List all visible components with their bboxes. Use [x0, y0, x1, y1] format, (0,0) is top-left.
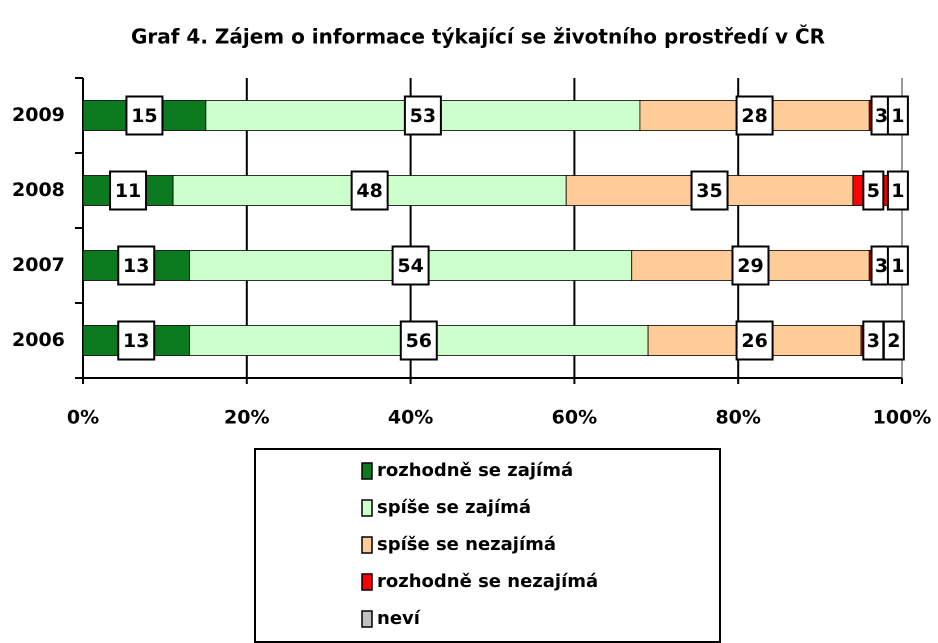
x-tick-label: 100%	[873, 407, 932, 429]
legend-box	[254, 448, 721, 643]
y-tick-label: 2007	[12, 254, 65, 276]
data-label-box	[735, 320, 774, 361]
data-label: 53	[410, 105, 436, 127]
y-tick-label: 2008	[12, 179, 65, 201]
legend-swatch	[361, 462, 373, 480]
data-label-box	[882, 320, 905, 361]
data-label: 28	[741, 105, 767, 127]
y-tick-label: 2009	[12, 104, 65, 126]
data-label: 1	[891, 255, 904, 277]
data-label-box	[109, 170, 148, 211]
data-label-box	[117, 245, 156, 286]
data-label: 13	[123, 330, 149, 352]
legend-label: rozhodně se zajímá	[377, 460, 573, 481]
data-label-box	[399, 320, 438, 361]
data-label: 13	[123, 255, 149, 277]
legend-swatch	[361, 573, 373, 591]
legend-swatch	[361, 610, 373, 628]
data-label-box	[886, 95, 909, 136]
x-tick-label: 80%	[715, 407, 760, 429]
data-label-box	[403, 95, 442, 136]
legend-swatch	[361, 499, 373, 517]
data-label-box	[350, 170, 389, 211]
data-label: 5	[867, 180, 880, 202]
data-label: 56	[406, 330, 432, 352]
data-label-box	[391, 245, 430, 286]
data-label: 3	[875, 105, 888, 127]
legend-swatch	[361, 536, 373, 554]
x-tick-label: 40%	[388, 407, 433, 429]
data-label-box	[886, 170, 909, 211]
data-label: 29	[737, 255, 763, 277]
data-label: 2	[887, 330, 900, 352]
data-label-box	[731, 245, 770, 286]
data-label: 1	[891, 105, 904, 127]
data-label: 15	[131, 105, 157, 127]
legend-label: spíše se zajímá	[377, 497, 531, 518]
x-tick-label: 20%	[224, 407, 269, 429]
data-label: 35	[696, 180, 722, 202]
chart-title: Graf 4. Zájem o informace týkající se ži…	[131, 25, 825, 49]
legend-label: spíše se nezajímá	[377, 534, 556, 555]
data-label: 1	[891, 180, 904, 202]
data-label: 3	[875, 255, 888, 277]
y-tick-label: 2006	[12, 329, 65, 351]
data-label-box	[117, 320, 156, 361]
legend-label: rozhodně se nezajímá	[377, 571, 598, 592]
data-label-box	[735, 95, 774, 136]
data-label: 11	[115, 180, 141, 202]
data-label-box	[886, 245, 909, 286]
x-tick-label: 0%	[67, 407, 99, 429]
data-label-box	[862, 170, 885, 211]
legend-label: neví	[377, 608, 421, 629]
data-label: 26	[741, 330, 767, 352]
data-label-box	[690, 170, 729, 211]
x-tick-label: 60%	[552, 407, 597, 429]
data-label: 48	[356, 180, 382, 202]
data-label-box	[125, 95, 164, 136]
data-label: 54	[397, 255, 423, 277]
data-label: 3	[867, 330, 880, 352]
